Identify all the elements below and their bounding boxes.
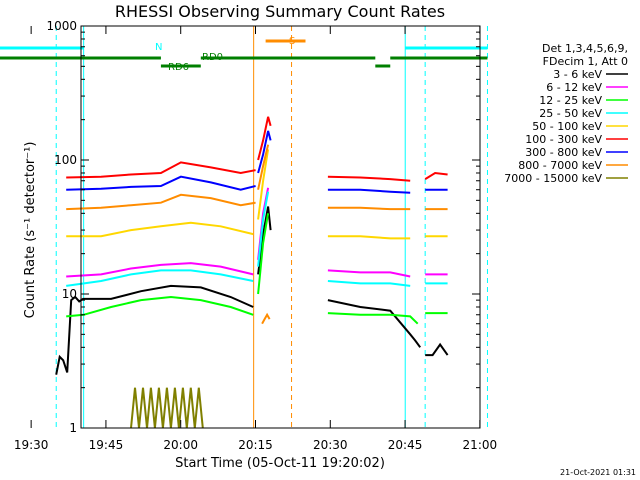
legend-entry-label: 100 - 300 keV [525, 133, 602, 146]
y-tick-label: 100 [54, 153, 77, 167]
axes-layer: 19:30 19:45 20:00 20:15 20:30 20:45 21:00 1 10 10… [14, 19, 497, 452]
series-line-4 [327, 235, 411, 240]
series-line-1 [66, 262, 254, 278]
rd0-flag-label: RD0 [202, 52, 223, 63]
legend-entry-label: 12 - 25 keV [539, 94, 602, 107]
y-tick-label: 1000 [46, 19, 77, 33]
series-line-3 [327, 280, 411, 287]
legend-entry-label: 25 - 50 keV [539, 107, 602, 120]
plot-frame [80, 25, 481, 429]
x-tick-label: 19:30 [14, 438, 49, 452]
series-line-3 [257, 191, 270, 267]
series-line-8 [261, 312, 271, 325]
legend-entry-label: 50 - 100 keV [532, 120, 602, 133]
legend-header-line: Det 1,3,4,5,6,9, [542, 42, 628, 55]
x-tick-label: 20:15 [238, 438, 273, 452]
series-line-2 [66, 295, 254, 318]
x-axis-label: Start Time (05-Oct-11 19:20:02) [175, 456, 385, 471]
x-tick-label: 20:30 [313, 438, 348, 452]
x-tick-label: 20:45 [388, 438, 423, 452]
night-flag-label: N [155, 42, 162, 53]
series-line-5 [257, 116, 272, 161]
chart-title: RHESSI Observing Summary Count Rates [115, 2, 445, 21]
timestamp: 21-Oct-2021 01:31 [560, 468, 636, 477]
rd6-flag-label: RD6 [168, 62, 189, 73]
series-line-5 [424, 171, 448, 180]
flags-layer: N S RD0 RD6 [0, 26, 488, 428]
x-tick-label: 19:45 [89, 438, 124, 452]
series-line-6 [257, 130, 272, 174]
x-tick-label: 20:00 [163, 438, 198, 452]
series-line-6 [66, 175, 256, 191]
legend-entry-label: 7000 - 15000 keV [504, 172, 602, 185]
series-line-2 [327, 312, 419, 325]
saa-flag-label: S [289, 36, 295, 47]
legend: Det 1,3,4,5,6,9,FDecim 1, Att 03 - 6 keV… [504, 42, 628, 185]
series-line-4 [66, 221, 254, 238]
series-line-9 [130, 387, 204, 429]
series-line-0 [327, 299, 422, 348]
series-line-7 [66, 193, 256, 211]
y-tick-label: 1 [69, 421, 77, 435]
series-line-6 [327, 188, 411, 194]
series-line-7 [327, 206, 411, 211]
legend-entry-label: 800 - 7000 keV [518, 159, 602, 172]
y-axis-label: Count Rate (s⁻¹ detector⁻¹) [23, 142, 38, 319]
series-line-7 [257, 144, 270, 190]
series-line-2 [257, 213, 270, 295]
y-tick-label: 10 [62, 287, 77, 301]
series-line-5 [66, 161, 256, 179]
x-tick-label: 21:00 [463, 438, 498, 452]
series-line-3 [66, 269, 254, 287]
legend-entry-label: 6 - 12 keV [546, 81, 602, 94]
series-line-0 [257, 206, 272, 275]
legend-entry-label: 300 - 800 keV [525, 146, 602, 159]
series-line-0 [425, 342, 449, 357]
legend-header-line: FDecim 1, Att 0 [543, 55, 628, 68]
series-line-4 [257, 149, 270, 220]
series-line-1 [327, 269, 411, 278]
legend-entry-label: 3 - 6 keV [553, 68, 602, 81]
series-line-5 [327, 175, 411, 182]
